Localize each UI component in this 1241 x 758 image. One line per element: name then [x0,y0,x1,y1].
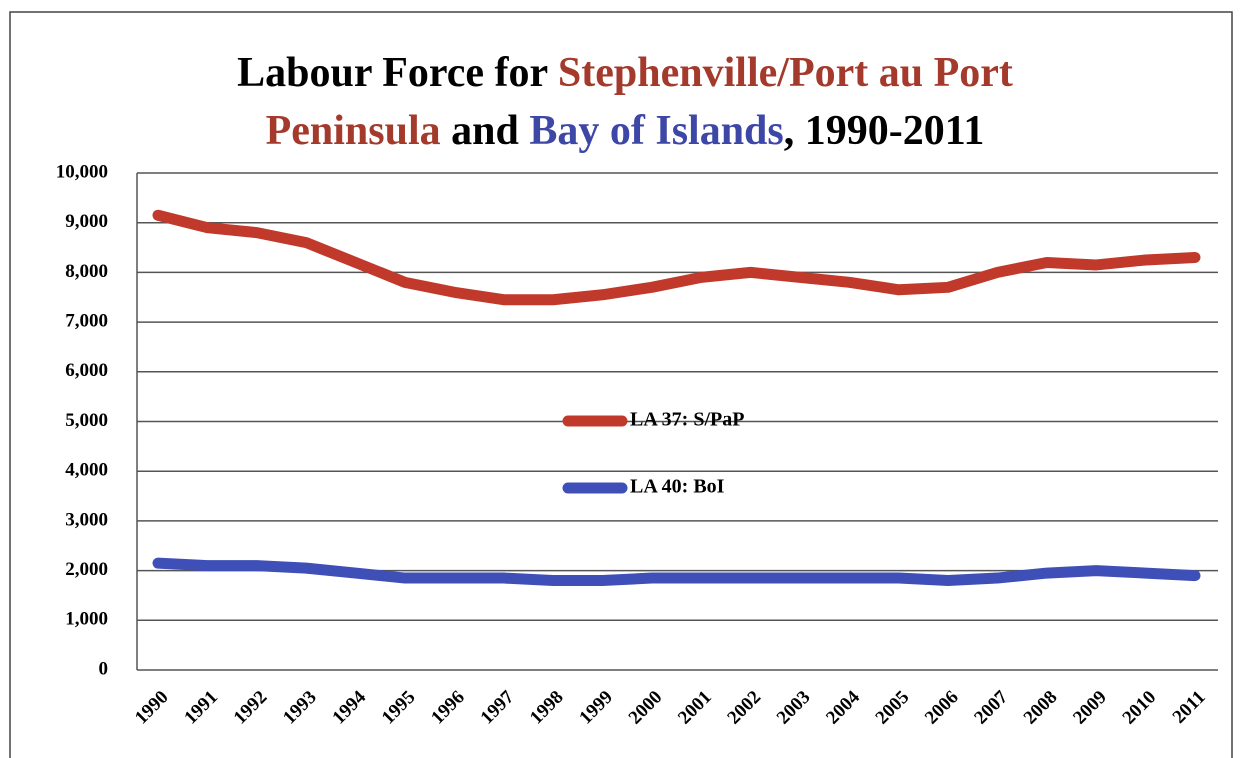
y-tick-label: 2,000 [65,559,108,580]
frame [9,11,1233,758]
title-part: Peninsula [266,108,441,154]
x-tick-label: 2003 [773,687,815,729]
y-tick-label: 7,000 [65,310,108,331]
x-tick-label: 1993 [279,687,321,729]
x-tick-label: 2008 [1020,687,1062,729]
x-tick-label: 2010 [1119,687,1161,729]
title-part: Bay of Islands [529,108,783,154]
title-part: Stephenville/Port au Port [558,50,1013,96]
x-tick-label: 1991 [180,687,222,729]
x-tick-label: 2007 [970,686,1012,728]
x-tick-label: 1997 [477,686,519,728]
title-part: , 1990-2011 [784,108,985,154]
x-tick-label: 2006 [921,687,963,729]
x-tick-label: 1995 [378,687,420,729]
chart-title: Labour Force for Stephenville/Port au Po… [237,50,1013,96]
x-tick-label: 1999 [575,687,617,729]
x-tick-label: 2009 [1069,687,1111,729]
y-tick-label: 10,000 [56,161,108,182]
y-tick-label: 0 [99,658,109,679]
x-tick-label: 2011 [1169,687,1210,728]
x-tick-label: 1990 [131,687,173,729]
x-tick-label: 1992 [230,687,272,729]
title-part: and [441,108,530,154]
y-tick-label: 3,000 [65,509,108,530]
title-part: Labour Force for [237,50,558,96]
x-tick-label: 1998 [526,687,568,729]
y-tick-label: 5,000 [65,410,108,431]
x-tick-label: 2002 [723,687,765,729]
x-tick-label: 2005 [872,687,914,729]
x-tick-label: 1994 [328,686,370,728]
x-tick-label: 2001 [674,687,716,729]
y-tick-label: 9,000 [65,211,108,232]
x-tick-label: 2004 [822,686,864,728]
y-tick-label: 4,000 [65,460,108,481]
y-tick-label: 1,000 [65,609,108,630]
legend-label: LA 37: S/PaP [630,409,744,431]
chart-title: Peninsula and Bay of Islands, 1990-2011 [266,108,985,154]
x-tick-label: 1996 [427,687,469,729]
y-tick-label: 8,000 [65,261,108,282]
legend-label: LA 40: BoI [630,476,725,498]
x-tick-label: 2000 [625,687,667,729]
data-line [152,557,1201,587]
y-tick-label: 6,000 [65,360,108,381]
data-line [152,209,1201,306]
